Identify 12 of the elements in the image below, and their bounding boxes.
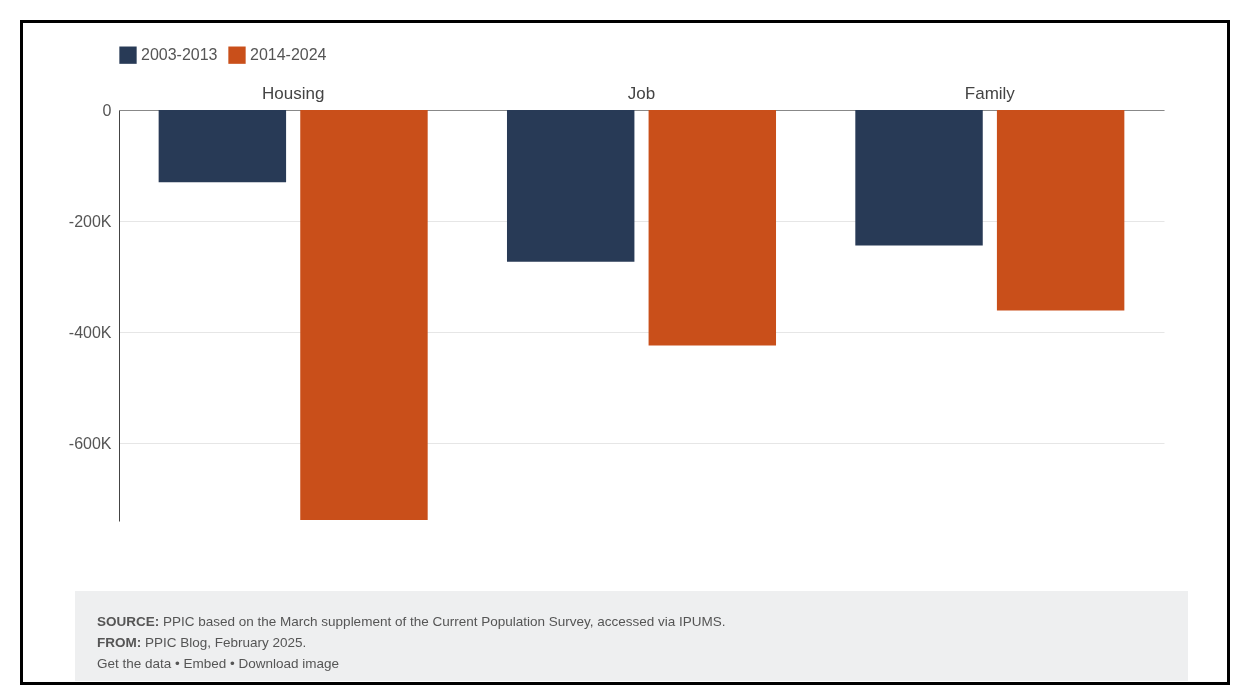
y-tick-label: -200K xyxy=(68,212,112,230)
y-tick-label: 0 xyxy=(102,101,112,119)
legend-label: 2003-2013 xyxy=(141,46,218,64)
x-tick-label: Job xyxy=(627,83,656,103)
legend-label: 2014-2024 xyxy=(250,46,327,64)
y-tick-label: -600K xyxy=(68,434,112,452)
text: Get the data • Embed • Download image xyxy=(97,655,341,673)
x-tick-label: Family xyxy=(964,83,1016,103)
y-tick-label: -400K xyxy=(68,323,112,341)
text: FROM: PPIC Blog, February 2025. xyxy=(97,634,308,652)
source-note: SOURCE: PPIC based on the March supplement of the Current Population Survey, accessed via IPUMS. xyxy=(97,613,727,631)
x-tick-label: Housing xyxy=(261,83,325,103)
